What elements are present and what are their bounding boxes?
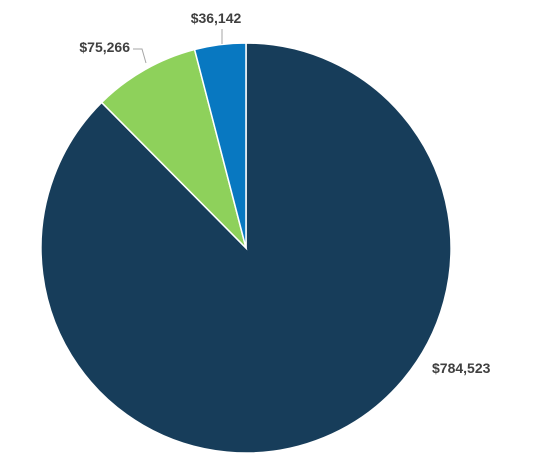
pie-slice-2 bbox=[100, 48, 248, 251]
pie-slice-3 bbox=[193, 42, 247, 249]
leader-line-2 bbox=[133, 48, 147, 64]
data-label-2: $75,266 bbox=[79, 39, 130, 55]
data-label-3: $36,142 bbox=[191, 10, 242, 26]
leader-lines-layer bbox=[133, 29, 223, 64]
slices-layer bbox=[40, 42, 452, 454]
data-label-1: $784,523 bbox=[432, 360, 491, 376]
data-labels-layer: $784,523 $75,266 $36,142 bbox=[79, 10, 490, 376]
